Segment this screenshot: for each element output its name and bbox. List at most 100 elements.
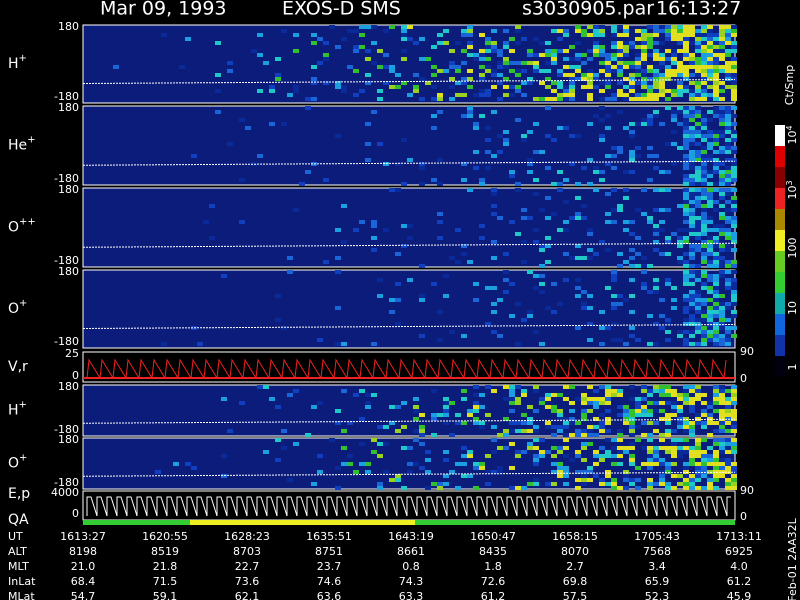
texture bbox=[671, 73, 677, 77]
texture bbox=[683, 385, 689, 389]
texture bbox=[695, 454, 701, 458]
texture bbox=[665, 188, 671, 192]
texture bbox=[701, 208, 707, 212]
texture bbox=[509, 421, 515, 425]
texture bbox=[707, 252, 713, 256]
texture bbox=[659, 433, 665, 437]
texture bbox=[719, 314, 725, 318]
texture bbox=[671, 429, 677, 433]
texture bbox=[323, 260, 329, 264]
texture bbox=[515, 385, 521, 389]
texture bbox=[689, 252, 695, 256]
texture bbox=[707, 130, 713, 134]
texture bbox=[269, 122, 275, 126]
label-sup: + bbox=[19, 53, 27, 64]
texture bbox=[629, 334, 635, 338]
texture bbox=[731, 314, 737, 318]
texture bbox=[509, 397, 515, 401]
texture bbox=[689, 462, 695, 466]
texture bbox=[449, 256, 455, 260]
texture bbox=[479, 65, 485, 69]
texture bbox=[695, 97, 701, 101]
tick-base: 1 bbox=[786, 364, 799, 371]
texture bbox=[227, 69, 233, 73]
texture bbox=[707, 25, 713, 29]
texture bbox=[683, 65, 689, 69]
texture bbox=[491, 286, 497, 290]
texture bbox=[491, 85, 497, 89]
texture bbox=[425, 81, 431, 85]
texture bbox=[677, 228, 683, 232]
texture bbox=[515, 342, 521, 346]
texture bbox=[365, 142, 371, 146]
texture bbox=[671, 37, 677, 41]
texture bbox=[677, 260, 683, 264]
texture bbox=[731, 393, 737, 397]
texture bbox=[545, 482, 551, 486]
texture bbox=[713, 334, 719, 338]
texture bbox=[593, 45, 599, 49]
texture bbox=[719, 37, 725, 41]
texture bbox=[539, 244, 545, 248]
texture bbox=[713, 252, 719, 256]
texture bbox=[689, 232, 695, 236]
texture bbox=[545, 260, 551, 264]
texture bbox=[479, 466, 485, 470]
texture bbox=[683, 37, 689, 41]
texture bbox=[461, 421, 467, 425]
texture bbox=[617, 446, 623, 450]
texture bbox=[653, 446, 659, 450]
texture bbox=[605, 326, 611, 330]
texture bbox=[683, 294, 689, 298]
texture bbox=[563, 417, 569, 421]
texture bbox=[419, 162, 425, 166]
tick-base: 10 bbox=[786, 131, 799, 145]
texture bbox=[665, 33, 671, 37]
texture bbox=[617, 405, 623, 409]
texture bbox=[563, 482, 569, 486]
texture bbox=[509, 442, 515, 446]
texture bbox=[683, 470, 689, 474]
texture bbox=[713, 290, 719, 294]
ref-line bbox=[82, 418, 736, 424]
tick-label: -180 bbox=[54, 423, 79, 436]
texture bbox=[707, 200, 713, 204]
texture bbox=[479, 425, 485, 429]
texture bbox=[587, 228, 593, 232]
texture bbox=[281, 429, 287, 433]
texture bbox=[695, 466, 701, 470]
texture bbox=[665, 413, 671, 417]
texture bbox=[695, 196, 701, 200]
texture bbox=[659, 57, 665, 61]
texture bbox=[659, 417, 665, 421]
texture bbox=[299, 182, 305, 186]
texture bbox=[533, 150, 539, 154]
tick-exp: 4 bbox=[785, 125, 794, 130]
texture bbox=[575, 286, 581, 290]
texture bbox=[599, 240, 605, 244]
texture bbox=[611, 166, 617, 170]
texture bbox=[185, 462, 191, 466]
texture bbox=[599, 178, 605, 182]
texture bbox=[575, 134, 581, 138]
texture bbox=[689, 106, 695, 110]
texture bbox=[713, 182, 719, 186]
texture bbox=[599, 482, 605, 486]
texture bbox=[731, 446, 737, 450]
ref-line bbox=[82, 242, 736, 248]
texture bbox=[677, 330, 683, 334]
texture bbox=[605, 470, 611, 474]
texture bbox=[515, 89, 521, 93]
texture bbox=[485, 45, 491, 49]
texture bbox=[395, 85, 401, 89]
texture bbox=[683, 49, 689, 53]
cell: 1705:43 bbox=[634, 530, 680, 543]
texture bbox=[677, 474, 683, 478]
texture bbox=[707, 93, 713, 97]
texture bbox=[311, 65, 317, 69]
texture bbox=[707, 57, 713, 61]
texture bbox=[563, 49, 569, 53]
texture bbox=[485, 49, 491, 53]
texture bbox=[707, 314, 713, 318]
texture bbox=[485, 89, 491, 93]
